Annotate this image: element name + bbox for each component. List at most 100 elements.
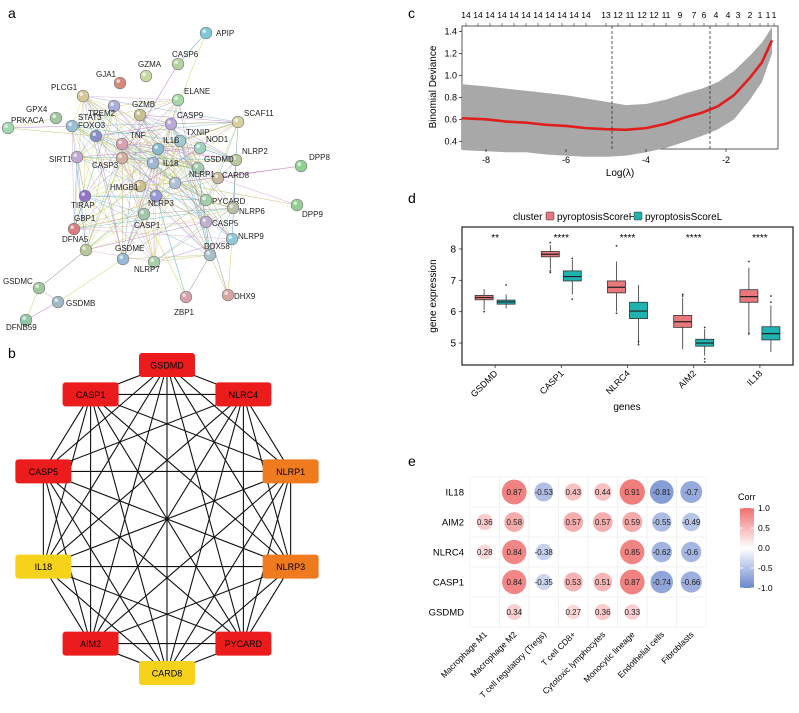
network-edge — [82, 95, 239, 123]
box-outlier — [505, 284, 507, 286]
network-node-il18: IL18 — [146, 156, 179, 170]
network-edge — [82, 95, 179, 101]
corr-col-label: Monocytic lineage — [581, 629, 636, 684]
network-node-gsdmd: GSDMD — [191, 155, 234, 175]
corr-value-label: 0.57 — [595, 518, 611, 527]
network-edge — [157, 148, 219, 179]
network-edge — [231, 159, 237, 240]
network-node-hmgb1: HMGB1 — [110, 179, 147, 193]
lasso-y-axis-label: Binomial Deviance — [428, 45, 439, 128]
network-edge — [179, 140, 207, 223]
network-node-scaf11: SCAF11 — [231, 109, 274, 129]
box-aim2-h — [673, 293, 693, 350]
box-y-tick-label: 5 — [450, 339, 456, 350]
box-x-tick-label: NLRC4 — [604, 368, 632, 396]
lasso-top-tick-label: 14 — [521, 10, 531, 20]
network-node-casp3: CASP3 — [92, 151, 129, 170]
corr-value-label: 0.27 — [565, 608, 581, 617]
hub-edges — [42, 364, 292, 674]
network-edge — [209, 254, 229, 296]
network-node-label: NOD1 — [206, 135, 229, 144]
lasso-x-tick-label: -4 — [642, 155, 650, 165]
network-edge — [121, 123, 172, 145]
corr-dot — [592, 512, 613, 532]
network-edge — [7, 117, 57, 129]
corr-value-label: 0.43 — [565, 488, 581, 497]
network-node-label: GBP1 — [74, 214, 96, 223]
box-nlrc4-h — [607, 244, 626, 315]
network-node-label: GZMA — [138, 60, 162, 69]
corr-value-label: 0.57 — [565, 518, 581, 527]
corr-value-label: 0.84 — [506, 578, 522, 587]
network-edge — [84, 195, 207, 201]
network-edge — [170, 121, 239, 125]
corr-value-label: -0.66 — [682, 578, 701, 587]
corr-dot — [651, 541, 673, 563]
network-node-label: DPP8 — [309, 153, 330, 162]
network-node-label: GPX4 — [26, 105, 48, 114]
corr-dot — [649, 480, 674, 504]
network-node-label: NLRP2 — [242, 147, 268, 156]
network-edge — [153, 221, 207, 263]
corr-dot — [619, 569, 645, 595]
network-node-nlrp1: NLRP1 — [168, 170, 215, 190]
network-node-label: PLCG1 — [51, 83, 78, 92]
network-edge — [121, 63, 179, 159]
box-outlier — [681, 295, 684, 297]
box-il18-l — [761, 295, 781, 352]
network-node-gpx4: GPX4 — [26, 105, 63, 125]
box-x-tick-label: GSDMD — [469, 368, 500, 399]
network-edge — [152, 162, 199, 169]
network-node-label: CASP3 — [92, 161, 119, 170]
box-outlier — [571, 298, 574, 301]
network-node-dfna5: DFNA5 — [62, 235, 93, 257]
network-edge — [84, 114, 141, 197]
corr-dot — [502, 569, 527, 595]
hub-node-label: NLRP1 — [276, 467, 305, 477]
corr-value-label: -0.35 — [535, 578, 554, 587]
network-edge — [153, 148, 159, 263]
network-edge — [121, 157, 233, 240]
corr-col-label: Fibroblasts — [659, 629, 695, 665]
hub-edge — [90, 394, 168, 674]
network-edge — [170, 123, 237, 161]
network-edge — [217, 121, 239, 179]
network-node-gzma: GZMA — [138, 60, 162, 83]
corr-value-label: 0.87 — [506, 488, 522, 497]
hub-node-label: CASP1 — [76, 390, 106, 400]
box-outlier — [748, 260, 750, 263]
lasso-top-tick-label: 4 — [726, 10, 731, 20]
lasso-top-tick-label: 14 — [581, 10, 591, 20]
network-edge — [95, 123, 172, 137]
network-edge — [205, 121, 239, 201]
panel-label-d: d — [408, 190, 416, 206]
network-edge — [174, 182, 207, 223]
network-edge — [85, 147, 201, 251]
lasso-top-tick-label: 12 — [637, 10, 647, 20]
lasso-y-tick-label: 0.8 — [444, 92, 457, 102]
network-node-label: DPP9 — [302, 210, 323, 219]
box-outlier — [681, 293, 684, 296]
corr-value-label: 0.33 — [624, 608, 640, 617]
network-edge — [121, 140, 181, 145]
network-edge — [170, 32, 207, 125]
network-node-label: SIRT1 — [49, 155, 72, 164]
network-edge — [122, 199, 207, 260]
network-edge — [71, 125, 155, 263]
network-node-tnf: TNF — [115, 131, 146, 151]
network-edge — [71, 125, 124, 260]
corr-dot — [622, 511, 643, 533]
network-edge — [139, 121, 239, 187]
corr-dot — [620, 539, 645, 565]
hub-edge — [43, 566, 244, 645]
network-node-apip: APIP — [199, 26, 234, 40]
network-edge — [122, 254, 211, 260]
corr-row-label: NLRC4 — [433, 548, 464, 559]
hub-edge — [90, 394, 244, 644]
lasso-top-tick-label: 1 — [758, 10, 763, 20]
hub-edge — [43, 566, 168, 674]
network-edge — [177, 99, 211, 256]
lasso-top-tick-label: 14 — [473, 10, 483, 20]
corr-dot — [534, 482, 554, 502]
hub-node-pycard: PYCARD — [215, 631, 272, 656]
